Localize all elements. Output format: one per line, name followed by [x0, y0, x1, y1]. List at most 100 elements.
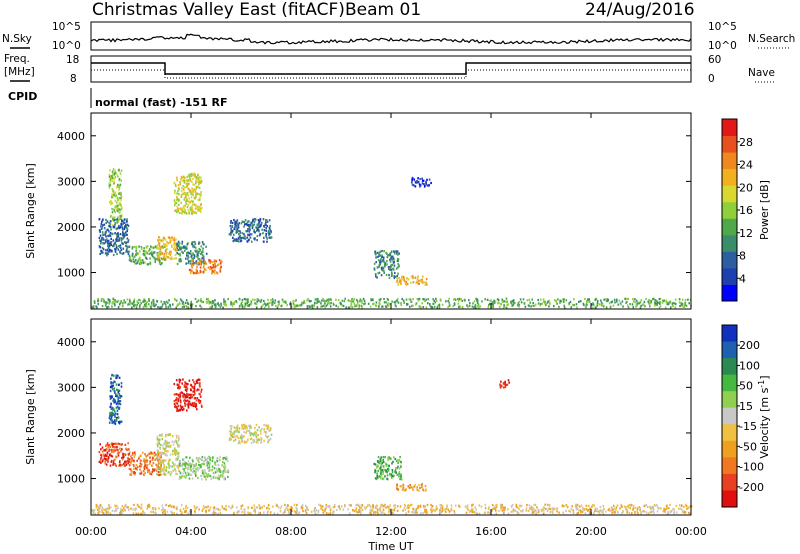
power-echo-cell [115, 228, 118, 231]
power-echo-cell [202, 300, 204, 304]
velocity-echo-cell [97, 505, 100, 508]
power-echo-cell [664, 306, 667, 309]
velocity-echo-cell [416, 488, 418, 491]
velocity-echo-cell [96, 508, 99, 511]
power-echo-cell [681, 303, 683, 306]
power-echo-cell [562, 300, 565, 303]
velocity-echo-cell [151, 464, 153, 467]
velocity-panel-frame [90, 318, 692, 516]
velocity-echo-cell [406, 505, 409, 508]
power-echo-cell [153, 304, 155, 307]
power-echo-cell [191, 243, 193, 246]
velocity-echo-cell [247, 438, 249, 441]
power-echo-cell [260, 299, 263, 302]
velocity-echo-cell [212, 511, 214, 515]
power-echo-cell [410, 281, 412, 284]
power-echo-cell [247, 298, 249, 301]
power-echo-cell [117, 248, 120, 251]
power-echo-cell [356, 298, 358, 302]
power-echo-cell [176, 195, 178, 198]
velocity-echo-cell [397, 461, 399, 464]
velocity-echo-cell [157, 473, 160, 477]
power-echo-cell [173, 243, 176, 246]
velocity-echo-cell [395, 471, 397, 474]
velocity-echo-cell [238, 431, 240, 434]
velocity-echo-cell [260, 441, 262, 444]
power-echo-cell [426, 283, 428, 286]
power-echo-cell [239, 237, 241, 240]
power-echo-cell [139, 262, 142, 265]
velocity-echo-cell [197, 388, 199, 391]
velocity-echo-cell [116, 376, 119, 379]
power-echo-cell [238, 304, 241, 307]
velocity-echo-cell [174, 405, 176, 408]
velocity-echo-cell [580, 510, 582, 513]
velocity-echo-cell [538, 509, 540, 512]
velocity-echo-cell [374, 477, 377, 480]
velocity-echo-cell [394, 506, 397, 509]
power-echo-cell [127, 252, 130, 255]
power-echo-cell [489, 302, 491, 305]
power-echo-cell [609, 305, 612, 308]
power-echo-cell [397, 272, 399, 275]
power-echo-cell [435, 299, 438, 302]
power-echo-cell [389, 252, 392, 255]
power-echo-cell [180, 259, 183, 263]
power-echo-cell [112, 239, 115, 242]
velocity-echo-cell [172, 435, 174, 438]
power-echo-cell [117, 233, 120, 236]
power-echo-cell [102, 298, 104, 301]
velocity-echo-cell [194, 471, 197, 474]
velocity-echo-cell [525, 507, 528, 510]
power-echo-cell [145, 304, 148, 307]
velocity-echo-cell [149, 462, 151, 465]
power-echo-cell [234, 220, 236, 223]
power-echo-cell [687, 298, 689, 301]
velocity-echo-cell [391, 462, 393, 465]
velocity-echo-cell [501, 505, 504, 508]
velocity-echo-cell [103, 449, 105, 452]
velocity-echo-cell [100, 457, 102, 460]
velocity-echo-cell [422, 504, 425, 507]
power-echo-cell [308, 305, 310, 308]
power-echo-cell [282, 300, 285, 303]
velocity-echo-cell [194, 472, 197, 475]
power-echo-cell [163, 255, 165, 258]
power-echo-cell [294, 299, 296, 302]
velocity-echo-cell [106, 451, 109, 454]
velocity-echo-cell [213, 510, 215, 513]
velocity-echo-cell [401, 478, 403, 481]
velocity-echo-cell [521, 510, 524, 513]
velocity-echo-cell [117, 407, 120, 410]
power-echo-cell [337, 299, 340, 302]
velocity-echo-cell [369, 509, 371, 512]
power-colorbar-segment [722, 168, 737, 186]
power-echo-cell [125, 223, 127, 227]
power-echo-cell [211, 302, 213, 305]
power-echo-cell [120, 204, 122, 207]
power-echo-cell [605, 298, 607, 301]
power-echo-cell [392, 262, 395, 265]
power-echo-cell [266, 220, 269, 223]
velocity-echo-cell [224, 476, 226, 479]
velocity-echo-cell [187, 402, 189, 405]
velocity-echo-cell [125, 461, 127, 464]
velocity-echo-cell [522, 509, 524, 512]
velocity-echo-cell [500, 380, 502, 383]
velocity-echo-cell [184, 388, 187, 391]
velocity-echo-cell [168, 441, 170, 444]
velocity-echo-cell [185, 504, 187, 507]
power-echo-cell [134, 303, 136, 306]
power-echo-cell [539, 304, 542, 307]
velocity-echo-cell [587, 508, 590, 511]
velocity-echo-cell [322, 511, 325, 514]
power-echo-cell [177, 198, 179, 201]
velocity-echo-cell [92, 511, 95, 514]
velocity-echo-cell [403, 489, 406, 492]
velocity-echo-cell [263, 504, 265, 507]
velocity-echo-cell [203, 475, 205, 478]
power-echo-cell [114, 223, 116, 226]
power-echo-cell [416, 277, 419, 280]
power-echo-cell [118, 237, 121, 240]
velocity-echo-cell [100, 448, 102, 451]
